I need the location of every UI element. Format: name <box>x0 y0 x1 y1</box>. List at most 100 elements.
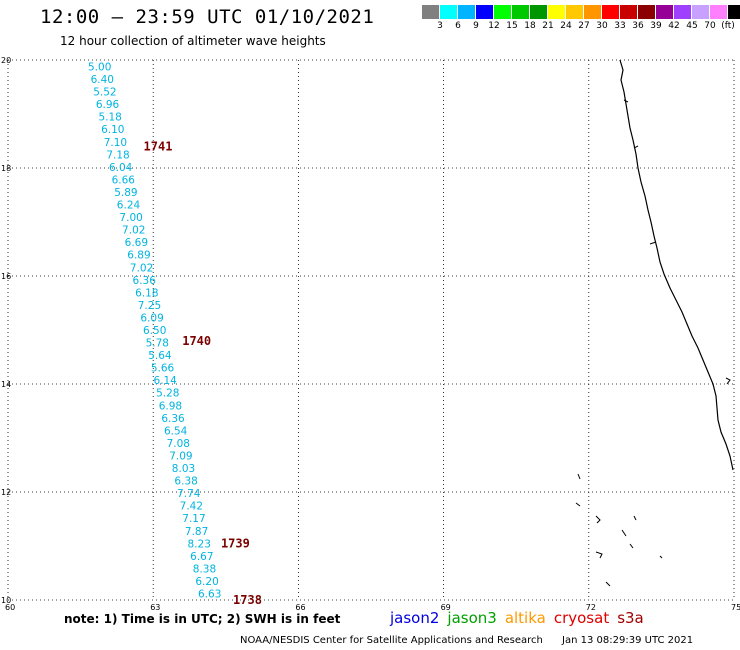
swh-value: 6.10 <box>101 124 124 136</box>
island-shape <box>629 543 634 549</box>
swh-value: 6.69 <box>125 237 148 249</box>
satellite-name: jason3 <box>447 609 497 627</box>
swh-value: 7.25 <box>138 300 161 312</box>
swh-value: 5.66 <box>151 363 175 375</box>
swh-value: 5.00 <box>88 61 111 73</box>
india-west-coastline <box>619 59 734 471</box>
coastline <box>575 59 734 587</box>
swh-value: 7.09 <box>169 450 192 462</box>
timestamp: Jan 13 08:29:39 UTC 2021 <box>562 635 694 646</box>
legend-swatch <box>476 5 494 19</box>
legend-label: (ft) <box>721 21 735 31</box>
swh-value: 6.66 <box>112 174 136 186</box>
legend-swatch <box>530 5 548 19</box>
swh-value: 6.36 <box>133 275 157 287</box>
swh-value: 5.78 <box>146 338 169 350</box>
page-title: 12:00 – 23:59 UTC 01/10/2021 <box>40 6 375 28</box>
y-tick-label: 12 <box>1 488 11 497</box>
swh-value: 6.50 <box>143 325 166 337</box>
legend-swatch <box>674 5 692 19</box>
swh-value: 6.04 <box>109 162 133 174</box>
legend-label: 18 <box>524 21 536 31</box>
legend-swatch <box>422 5 440 19</box>
y-tick-label: 18 <box>1 164 11 173</box>
lat-lon-grid <box>7 59 735 601</box>
y-tick-label: 14 <box>1 380 11 389</box>
legend-swatch <box>620 5 638 19</box>
swh-value: 6.89 <box>127 250 150 262</box>
legend-label: 70 <box>704 21 716 31</box>
swh-value: 5.52 <box>93 87 116 99</box>
legend-label: 33 <box>614 21 626 31</box>
satellite-name: s3a <box>617 609 644 627</box>
legend-swatch <box>692 5 710 19</box>
swh-value: 6.96 <box>96 99 120 111</box>
swh-value: 6.24 <box>117 200 141 212</box>
pass-number-labels: 1741 1740 1739 1738 <box>144 139 262 607</box>
x-tick-label: 75 <box>731 603 740 612</box>
legend-label: 24 <box>560 21 572 31</box>
swh-value: 7.42 <box>180 501 203 513</box>
x-tick-label: 66 <box>295 603 305 612</box>
coast-detail <box>623 99 629 103</box>
legend-label: 21 <box>542 21 554 31</box>
page-subtitle: 12 hour collection of altimeter wave hei… <box>60 34 326 48</box>
swh-value: 5.64 <box>148 350 172 362</box>
swh-value: 5.18 <box>98 112 121 124</box>
legend-swatch <box>494 5 512 19</box>
color-legend-labels: 3 6 9 12 15 18 21 24 27 30 33 36 39 42 45 70 (ft) <box>422 21 740 33</box>
legend-swatch <box>584 5 602 19</box>
swh-value: 7.17 <box>182 513 205 525</box>
swh-value: 6.67 <box>190 551 213 563</box>
swh-value: 7.02 <box>122 225 145 237</box>
satellite-name: altika <box>504 609 546 627</box>
swh-value: 7.02 <box>130 262 153 274</box>
legend-label: 27 <box>578 21 590 31</box>
credit-text: NOAA/NESDIS Center for Satellite Applica… <box>240 635 543 646</box>
swh-value: 6.20 <box>195 576 218 588</box>
swh-value: 6.14 <box>153 375 177 387</box>
swh-value: 8.38 <box>193 563 216 575</box>
legend-label: 36 <box>632 21 644 31</box>
pass-number: 1740 <box>182 334 211 348</box>
island-shape <box>577 473 581 480</box>
legend-label: 12 <box>488 21 500 31</box>
swh-value: 6.36 <box>161 413 185 425</box>
axis-tick-labels: 60 63 66 69 72 75 10 12 14 16 18 20 <box>1 56 740 612</box>
legend-swatch <box>566 5 584 19</box>
legend-swatch <box>512 5 530 19</box>
legend-label: 3 <box>437 21 443 31</box>
swh-value: 8.23 <box>188 538 211 550</box>
island-shape <box>621 529 627 537</box>
legend-label: 39 <box>650 21 662 31</box>
swh-value: 6.09 <box>140 312 163 324</box>
swh-value: 7.08 <box>167 438 190 450</box>
legend-label: 42 <box>668 21 680 31</box>
y-tick-label: 20 <box>1 56 11 65</box>
swh-value: 7.10 <box>104 137 127 149</box>
legend-label: 15 <box>506 21 518 31</box>
swh-value: 7.18 <box>106 149 129 161</box>
legend-swatch <box>440 5 458 19</box>
island-shape <box>605 581 611 587</box>
island-shape <box>595 515 601 524</box>
color-legend <box>422 5 740 19</box>
legend-label: 45 <box>686 21 698 31</box>
island-shape <box>659 555 663 559</box>
y-tick-label: 10 <box>1 596 11 605</box>
legend-label: 30 <box>596 21 608 31</box>
legend-swatch <box>728 5 740 19</box>
pass-number: 1741 <box>144 139 173 153</box>
pass-number: 1738 <box>233 593 262 607</box>
wave-height-labels: 5.006.405.526.965.186.107.107.186.046.66… <box>88 61 221 600</box>
swh-value: 5.28 <box>156 388 179 400</box>
swh-value: 7.87 <box>185 526 208 538</box>
swh-value: 8.03 <box>172 463 195 475</box>
x-tick-label: 63 <box>150 603 160 612</box>
legend-swatch <box>638 5 656 19</box>
legend-swatch <box>458 5 476 19</box>
swh-value: 5.89 <box>114 187 137 199</box>
footer-note: note: 1) Time is in UTC; 2) SWH is in fe… <box>64 612 341 626</box>
pass-number: 1739 <box>221 536 250 550</box>
